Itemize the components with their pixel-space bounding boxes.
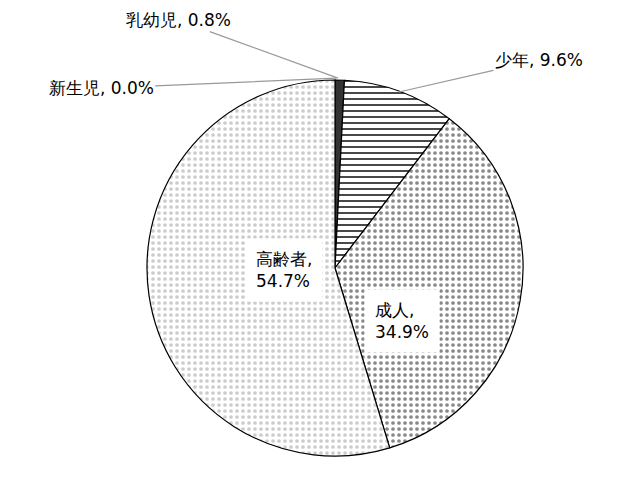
svg-text:成人,34.9%: 成人,34.9% xyxy=(375,300,429,342)
svg-text:乳幼児, 0.8%: 乳幼児, 0.8% xyxy=(126,10,231,30)
svg-text:新生児, 0.0%: 新生児, 0.0% xyxy=(49,78,154,98)
svg-text:少年, 9.6%: 少年, 9.6% xyxy=(495,50,583,70)
svg-text:高齢者,54.7%: 高齢者,54.7% xyxy=(256,249,312,291)
